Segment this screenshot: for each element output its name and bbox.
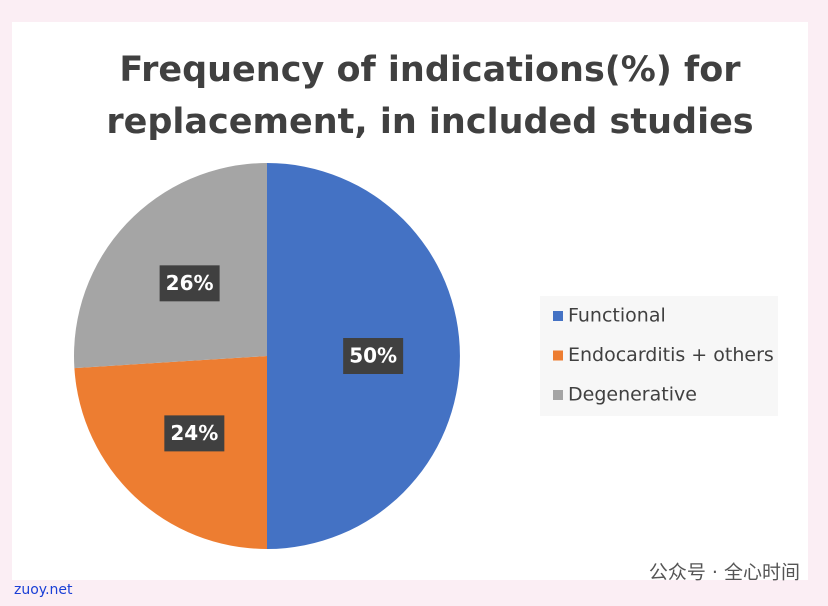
- legend-label: Endocarditis + others: [568, 344, 774, 366]
- legend-label: Degenerative: [568, 384, 697, 406]
- data-label: 24%: [170, 421, 218, 445]
- legend-swatch: [553, 350, 563, 361]
- chart-title: Frequency of indications(%) for replacem…: [106, 50, 754, 142]
- watermark: 公众号 · 全心时间: [649, 562, 800, 584]
- legend-label: Functional: [568, 305, 666, 327]
- watermark: zuoy.net: [14, 582, 73, 598]
- data-label: 26%: [166, 271, 214, 295]
- legend-swatch: [553, 390, 563, 400]
- data-label: 50%: [349, 344, 397, 368]
- legend-box: [540, 296, 778, 416]
- pie-slice: [74, 356, 267, 549]
- data-label-box: [343, 338, 404, 374]
- data-label-box: [164, 415, 225, 452]
- legend-swatch: [553, 311, 563, 321]
- data-label-box: [159, 265, 220, 302]
